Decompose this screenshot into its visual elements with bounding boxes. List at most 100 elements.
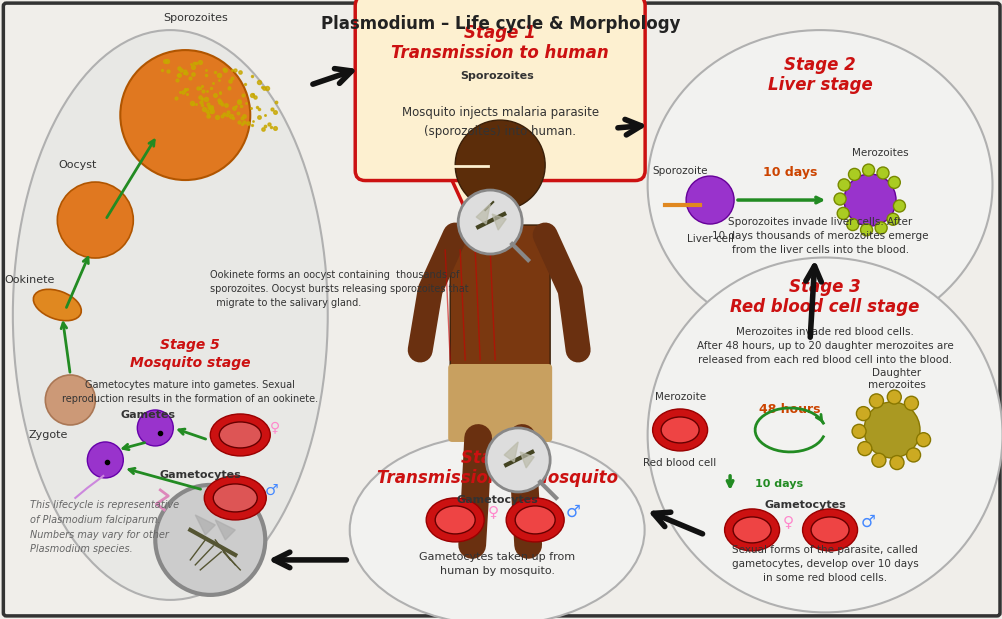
Ellipse shape [204, 476, 266, 520]
Circle shape [846, 219, 858, 230]
Polygon shape [445, 165, 490, 220]
Circle shape [856, 407, 870, 420]
Text: Ookinete: Ookinete [4, 275, 54, 285]
Circle shape [887, 390, 901, 404]
Circle shape [904, 396, 918, 410]
Polygon shape [520, 452, 534, 468]
Circle shape [886, 214, 898, 225]
Circle shape [87, 442, 123, 478]
Ellipse shape [652, 409, 706, 451]
Text: ♀: ♀ [782, 514, 793, 529]
Text: Transmission to human: Transmission to human [391, 44, 608, 62]
Text: ♀: ♀ [487, 504, 498, 519]
Text: This lifecycle is representative
of Plasmodium falciparum.
Numbers may vary for : This lifecycle is representative of Plas… [30, 500, 179, 555]
Text: ♂: ♂ [265, 482, 278, 498]
Circle shape [857, 441, 871, 456]
Text: Merozoite: Merozoite [654, 392, 705, 402]
Text: Red blood cell: Red blood cell [643, 458, 716, 468]
Circle shape [876, 167, 888, 179]
Text: Ookinete forms an oocyst containing  thousands of
sporozoites. Oocyst bursts rel: Ookinete forms an oocyst containing thou… [210, 270, 468, 308]
Text: Stage 4: Stage 4 [461, 449, 532, 467]
Ellipse shape [213, 484, 257, 512]
Circle shape [844, 174, 895, 226]
Ellipse shape [647, 258, 1002, 612]
Text: Gametocytes: Gametocytes [159, 470, 240, 480]
Ellipse shape [435, 506, 475, 534]
Polygon shape [215, 520, 235, 540]
Circle shape [888, 176, 900, 188]
Circle shape [893, 200, 905, 212]
Circle shape [871, 453, 885, 467]
Text: Stage 5: Stage 5 [160, 338, 220, 352]
Circle shape [458, 190, 522, 254]
Text: ♀: ♀ [270, 420, 280, 434]
Ellipse shape [350, 435, 644, 619]
Text: Stage 3: Stage 3 [789, 278, 860, 296]
Circle shape [906, 448, 920, 462]
Text: Sporozoites invade liver cells. After
10 days thousands of merozoites emerge
fro: Sporozoites invade liver cells. After 10… [711, 217, 928, 255]
Ellipse shape [13, 30, 328, 600]
Circle shape [137, 410, 173, 446]
Circle shape [838, 179, 850, 191]
Text: ♂: ♂ [565, 503, 580, 521]
FancyBboxPatch shape [3, 3, 999, 616]
Circle shape [155, 485, 265, 595]
Circle shape [455, 120, 545, 210]
Text: Gametocytes mature into gametes. Sexual
reproduction results in the formation of: Gametocytes mature into gametes. Sexual … [62, 380, 318, 404]
Circle shape [486, 428, 550, 492]
Text: Gametocytes taken up from
human by mosquito.: Gametocytes taken up from human by mosqu… [419, 552, 575, 576]
Circle shape [869, 394, 883, 408]
FancyBboxPatch shape [355, 0, 644, 181]
Circle shape [848, 168, 860, 180]
Text: Oocyst: Oocyst [58, 160, 96, 170]
FancyBboxPatch shape [448, 364, 552, 442]
Circle shape [916, 433, 930, 447]
Text: 10 days: 10 days [755, 479, 803, 489]
Ellipse shape [426, 498, 484, 542]
Ellipse shape [723, 509, 779, 551]
Ellipse shape [33, 289, 81, 321]
Polygon shape [476, 204, 490, 224]
Circle shape [852, 424, 865, 438]
Ellipse shape [515, 506, 554, 534]
Text: Red blood cell stage: Red blood cell stage [729, 298, 919, 316]
Text: Daughter
merozoites: Daughter merozoites [868, 368, 925, 390]
Text: Plasmodium – Life cycle & Morphology: Plasmodium – Life cycle & Morphology [321, 15, 680, 33]
Text: Mosquito injects malaria parasite
(sporozoites) into human.: Mosquito injects malaria parasite (sporo… [401, 106, 598, 138]
Text: Sexual forms of the parasite, called
gametocytes, develop over 10 days
in some r: Sexual forms of the parasite, called gam… [730, 545, 918, 583]
Circle shape [863, 402, 919, 458]
Circle shape [45, 375, 95, 425]
Text: Sporozoites: Sporozoites [460, 71, 533, 81]
Ellipse shape [802, 509, 857, 551]
Text: Sporozoite: Sporozoite [651, 166, 707, 176]
Circle shape [875, 222, 886, 234]
Text: Merozoites: Merozoites [851, 148, 908, 158]
Circle shape [862, 164, 874, 176]
FancyBboxPatch shape [486, 208, 514, 234]
Text: 10 days: 10 days [763, 165, 817, 178]
Text: Gametes: Gametes [120, 410, 175, 420]
Ellipse shape [660, 417, 698, 443]
Text: Stage 1: Stage 1 [464, 24, 535, 42]
Polygon shape [504, 442, 518, 462]
Text: Liver stage: Liver stage [767, 76, 872, 94]
Circle shape [860, 224, 872, 236]
Circle shape [837, 207, 849, 219]
Ellipse shape [811, 517, 849, 543]
Text: Gametocytes: Gametocytes [764, 500, 845, 510]
Text: Transmission to mosquito: Transmission to mosquito [377, 469, 617, 487]
Text: Sporozoites: Sporozoites [162, 13, 227, 23]
Text: Liver cell: Liver cell [686, 234, 732, 244]
Ellipse shape [219, 422, 261, 448]
Polygon shape [492, 214, 506, 230]
FancyBboxPatch shape [450, 225, 550, 375]
Text: Merozoites invade red blood cells.
After 48 hours, up to 20 daughter merozoites : Merozoites invade red blood cells. After… [696, 327, 953, 365]
Circle shape [685, 176, 733, 224]
Circle shape [889, 456, 903, 470]
Ellipse shape [210, 414, 270, 456]
Circle shape [120, 50, 250, 180]
Ellipse shape [647, 30, 992, 340]
Circle shape [834, 193, 846, 205]
Text: Gametocytes: Gametocytes [456, 495, 537, 505]
Text: ♂: ♂ [860, 513, 875, 531]
